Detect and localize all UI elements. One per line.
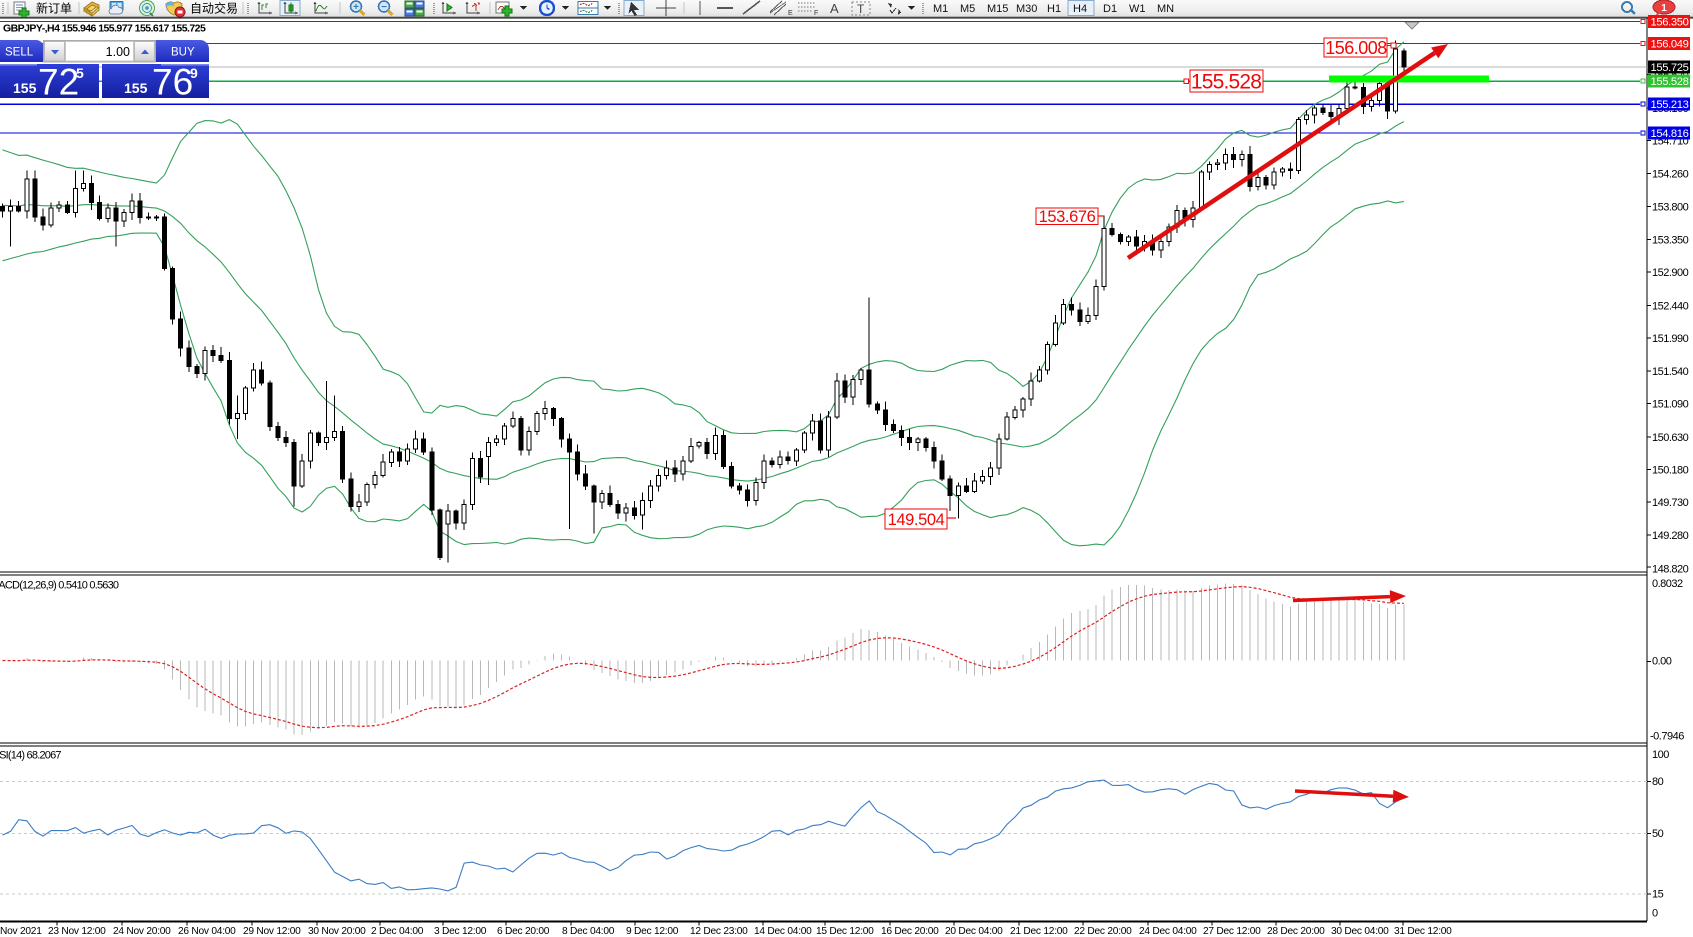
svg-text:155.528: 155.528 [1651, 76, 1689, 88]
svg-text:50: 50 [1652, 828, 1664, 840]
svg-text:H1: H1 [1047, 3, 1061, 15]
svg-text:自动交易: 自动交易 [190, 1, 238, 16]
svg-text:0.8032: 0.8032 [1652, 578, 1683, 590]
svg-text:1.00: 1.00 [106, 45, 130, 59]
svg-text:H4: H4 [1073, 3, 1087, 15]
svg-text:0: 0 [1652, 908, 1658, 920]
svg-text:155: 155 [13, 80, 37, 96]
svg-text:152.440: 152.440 [1652, 300, 1689, 312]
svg-text:155.725: 155.725 [1651, 62, 1689, 74]
svg-text:152.900: 152.900 [1652, 267, 1689, 279]
svg-text:D1: D1 [1103, 3, 1117, 15]
svg-text:15 Dec 12:00: 15 Dec 12:00 [816, 926, 874, 937]
svg-text:31 Dec 12:00: 31 Dec 12:00 [1394, 926, 1452, 937]
svg-text:155.213: 155.213 [1651, 99, 1689, 111]
svg-text:6 Dec 20:00: 6 Dec 20:00 [497, 926, 550, 937]
svg-text:RSI(14) 68.2067: RSI(14) 68.2067 [0, 750, 61, 762]
svg-text:M5: M5 [960, 3, 975, 15]
svg-text:A: A [830, 1, 839, 16]
svg-text:156.049: 156.049 [1651, 38, 1689, 50]
svg-text:20 Dec 04:00: 20 Dec 04:00 [945, 926, 1003, 937]
svg-text:−: − [381, 2, 387, 13]
svg-text:24 Dec 04:00: 24 Dec 04:00 [1139, 926, 1197, 937]
svg-text:149.280: 149.280 [1652, 530, 1689, 542]
svg-text:30 Dec 04:00: 30 Dec 04:00 [1331, 926, 1389, 937]
svg-text:150.630: 150.630 [1652, 432, 1689, 444]
svg-text:Nov 2021: Nov 2021 [0, 926, 42, 937]
svg-text:153.800: 153.800 [1652, 202, 1689, 214]
svg-text:155: 155 [124, 80, 148, 96]
svg-text:155.528: 155.528 [1191, 71, 1261, 94]
svg-text:22 Dec 20:00: 22 Dec 20:00 [1074, 926, 1132, 937]
svg-text:W1: W1 [1129, 3, 1146, 15]
svg-text:72: 72 [38, 61, 79, 100]
svg-text:9 Dec 12:00: 9 Dec 12:00 [626, 926, 679, 937]
svg-text:0.00: 0.00 [1652, 656, 1672, 668]
svg-text:151.090: 151.090 [1652, 398, 1689, 410]
svg-text:MN: MN [1157, 3, 1174, 15]
svg-text:149.504: 149.504 [888, 511, 945, 529]
svg-text:29 Nov 12:00: 29 Nov 12:00 [243, 926, 301, 937]
svg-text:3 Dec 12:00: 3 Dec 12:00 [434, 926, 487, 937]
svg-text:8 Dec 04:00: 8 Dec 04:00 [562, 926, 615, 937]
svg-text:153.676: 153.676 [1039, 208, 1096, 226]
svg-text:16 Dec 20:00: 16 Dec 20:00 [881, 926, 939, 937]
svg-text:14 Dec 04:00: 14 Dec 04:00 [754, 926, 812, 937]
svg-text:9: 9 [190, 65, 198, 81]
svg-text:100: 100 [1652, 749, 1669, 761]
svg-text:24 Nov 20:00: 24 Nov 20:00 [113, 926, 171, 937]
svg-text:T: T [857, 2, 865, 16]
svg-text:151.540: 151.540 [1652, 366, 1689, 378]
svg-text:76: 76 [152, 61, 193, 100]
svg-text:GBPJPY-,H4 155.946 155.977 15: GBPJPY-,H4 155.946 155.977 155.617 155.7… [3, 22, 206, 34]
svg-text:156.350: 156.350 [1651, 17, 1689, 29]
svg-text:26 Nov 04:00: 26 Nov 04:00 [178, 926, 236, 937]
svg-text:150.180: 150.180 [1652, 465, 1689, 477]
svg-text:30 Nov 20:00: 30 Nov 20:00 [308, 926, 366, 937]
svg-text:151.990: 151.990 [1652, 333, 1689, 345]
svg-text:-0.7946: -0.7946 [1650, 731, 1684, 743]
svg-text:27 Dec 12:00: 27 Dec 12:00 [1203, 926, 1261, 937]
svg-text:5: 5 [76, 65, 84, 81]
svg-text:F: F [814, 10, 818, 17]
svg-text:M30: M30 [1016, 3, 1037, 15]
svg-text:M1: M1 [933, 3, 948, 15]
svg-text:28 Dec 20:00: 28 Dec 20:00 [1267, 926, 1325, 937]
svg-text:148.820: 148.820 [1652, 563, 1689, 575]
svg-text:149.730: 149.730 [1652, 497, 1689, 509]
svg-text:SELL: SELL [5, 46, 34, 58]
svg-text:15: 15 [1652, 889, 1664, 901]
svg-text:E: E [788, 10, 793, 17]
svg-text:2 Dec 04:00: 2 Dec 04:00 [371, 926, 424, 937]
svg-text:+: + [353, 2, 359, 13]
svg-text:12 Dec 23:00: 12 Dec 23:00 [690, 926, 748, 937]
svg-text:BUY: BUY [171, 46, 195, 58]
svg-text:21 Dec 12:00: 21 Dec 12:00 [1010, 926, 1068, 937]
svg-text:M15: M15 [987, 3, 1008, 15]
svg-text:154.260: 154.260 [1652, 168, 1689, 180]
svg-text:153.350: 153.350 [1652, 234, 1689, 246]
svg-text:新订单: 新订单 [36, 1, 72, 16]
svg-text:1: 1 [1661, 3, 1667, 14]
svg-text:MACD(12,26,9) 0.5410 0.5630: MACD(12,26,9) 0.5410 0.5630 [0, 580, 119, 592]
svg-text:23 Nov 12:00: 23 Nov 12:00 [48, 926, 106, 937]
svg-text:154.816: 154.816 [1651, 128, 1689, 140]
svg-text:156.008: 156.008 [1325, 38, 1387, 58]
svg-text:80: 80 [1652, 776, 1664, 788]
